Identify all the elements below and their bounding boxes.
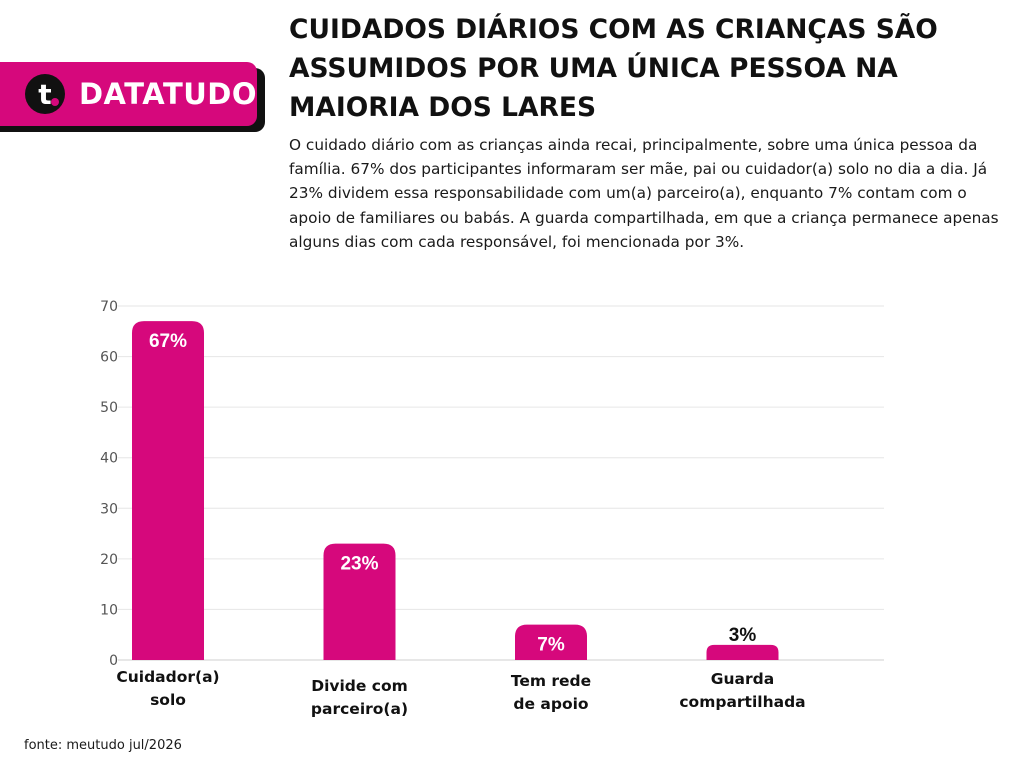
y-tick-label: 40 (100, 451, 118, 467)
chart-title: CUIDADOS DIÁRIOS COM AS CRIANÇAS SÃO ASS… (289, 14, 938, 123)
y-tick-label: 10 (100, 602, 118, 618)
bar (323, 543, 396, 660)
brand-name: DATATUDO (78, 77, 257, 111)
brand-logo-dot (50, 98, 59, 106)
bar (706, 644, 779, 660)
brand-logo-letter: t (38, 77, 52, 111)
bar (132, 321, 204, 660)
bar (515, 624, 587, 660)
bar-data-label: 3% (729, 625, 757, 646)
bar-data-label: 67% (149, 331, 187, 352)
y-tick-label: 70 (100, 299, 118, 315)
x-category-label: Tem rede (511, 672, 591, 690)
y-tick-label: 50 (100, 400, 118, 416)
x-category-label: compartilhada (679, 693, 805, 711)
y-tick-label: 0 (109, 653, 118, 669)
y-tick-label: 60 (100, 350, 118, 366)
x-category-label: solo (150, 691, 186, 709)
y-tick-label: 30 (100, 501, 118, 517)
source-note: fonte: meutudo jul/2026 (24, 738, 182, 753)
brand-logo-icon: t (25, 74, 65, 114)
x-category-label: parceiro(a) (311, 700, 408, 718)
x-category-label: Divide com (311, 677, 408, 695)
y-tick-label: 20 (100, 552, 118, 568)
brand-badge: t DATATUDO (0, 62, 257, 126)
x-category-label: Cuidador(a) (116, 668, 219, 686)
chart-description: O cuidado diário com as crianças ainda r… (289, 136, 999, 251)
bar-data-label: 23% (340, 554, 378, 575)
x-category-label: de apoio (513, 695, 588, 713)
bar-data-label: 7% (537, 635, 565, 656)
x-category-label: Guarda (711, 670, 774, 688)
